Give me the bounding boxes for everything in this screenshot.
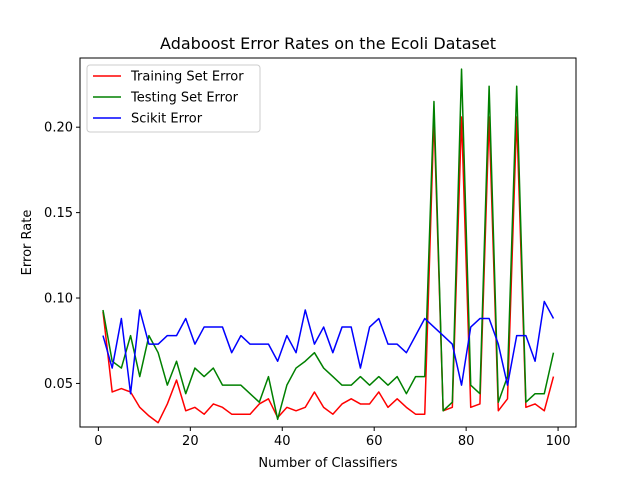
plot-frame — [79, 57, 577, 428]
legend-label-1: Testing Set Error — [130, 91, 239, 106]
x-tick-label: 80 — [458, 434, 475, 449]
series-line-0 — [102, 116, 555, 424]
x-axis-ticks: 0 20 40 60 80 100 — [94, 427, 570, 449]
legend: Training Set Error Testing Set Error Sciki… — [86, 64, 261, 133]
y-tick-label: 0.05 — [44, 377, 73, 392]
chart-title: Adaboost Error Rates on the Ecoli Datase… — [160, 34, 496, 53]
y-tick-label: 0.20 — [44, 121, 73, 136]
series-line-1 — [102, 68, 555, 421]
x-tick-label: 0 — [94, 434, 102, 449]
x-tick-label: 20 — [182, 434, 199, 449]
x-axis-label: Number of Classifiers — [258, 456, 397, 471]
series-line-2 — [102, 300, 555, 395]
y-tick-label: 0.10 — [44, 292, 73, 307]
x-tick-label: 40 — [274, 434, 291, 449]
legend-box — [86, 64, 261, 133]
y-axis-label: Error Rate — [20, 210, 35, 276]
plot-lines — [102, 68, 555, 424]
legend-label-2: Scikit Error — [131, 112, 203, 127]
y-tick-label: 0.15 — [44, 206, 73, 221]
x-tick-label: 60 — [366, 434, 383, 449]
legend-label-0: Training Set Error — [130, 70, 244, 85]
y-axis-ticks: 0.05 0.10 0.15 0.20 — [44, 121, 80, 392]
x-tick-label: 100 — [546, 434, 571, 449]
